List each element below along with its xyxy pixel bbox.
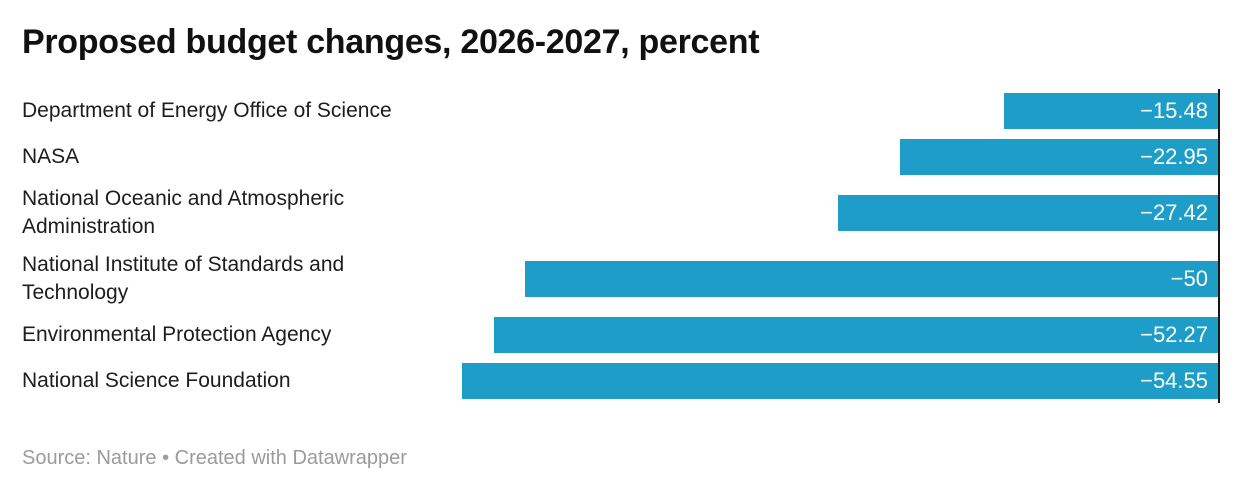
- bar-track: −27.42: [462, 195, 1218, 231]
- bar: −27.42: [838, 195, 1218, 231]
- category-label: NASA: [22, 145, 80, 168]
- bar: −15.48: [1004, 93, 1218, 129]
- bar-value-label: −54.55: [1140, 368, 1208, 393]
- bar-row: NASA −22.95: [22, 134, 1218, 180]
- bar-chart-plot-area: Department of Energy Office of Science −1…: [22, 88, 1220, 404]
- bar: −50: [525, 261, 1218, 297]
- bar-row: National Oceanic and Atmospheric Adminis…: [22, 180, 1218, 246]
- category-label: Environmental Protection Agency: [22, 323, 332, 346]
- source-note: Source: Nature • Created with Datawrappe…: [22, 447, 407, 469]
- category-label: National Oceanic and Atmospheric Adminis…: [22, 187, 345, 238]
- bar-value-label: −50: [1170, 266, 1208, 291]
- bar-row: National Science Foundation −54.55: [22, 358, 1218, 404]
- bar-value-label: −52.27: [1140, 322, 1208, 347]
- bar-row: Environmental Protection Agency −52.27: [22, 312, 1218, 358]
- bar: −22.95: [900, 139, 1218, 175]
- bar-value-label: −22.95: [1140, 144, 1208, 169]
- bar-track: −22.95: [462, 139, 1218, 175]
- zero-axis-line: [1218, 89, 1220, 403]
- bar-track: −50: [462, 261, 1218, 297]
- bar-track: −15.48: [462, 93, 1218, 129]
- bar: −52.27: [494, 317, 1218, 353]
- chart-title: Proposed budget changes, 2026-2027, perc…: [22, 23, 760, 61]
- category-label: Department of Energy Office of Science: [22, 99, 392, 122]
- bar-value-label: −15.48: [1140, 98, 1208, 123]
- bar-track: −54.55: [462, 363, 1218, 399]
- bar-row: National Institute of Standards and Tech…: [22, 246, 1218, 312]
- bar-track: −52.27: [462, 317, 1218, 353]
- category-label: National Institute of Standards and Tech…: [22, 253, 345, 304]
- bar-value-label: −27.42: [1140, 200, 1208, 225]
- bar: −54.55: [462, 363, 1218, 399]
- bar-row: Department of Energy Office of Science −1…: [22, 88, 1218, 134]
- category-label: National Science Foundation: [22, 369, 291, 392]
